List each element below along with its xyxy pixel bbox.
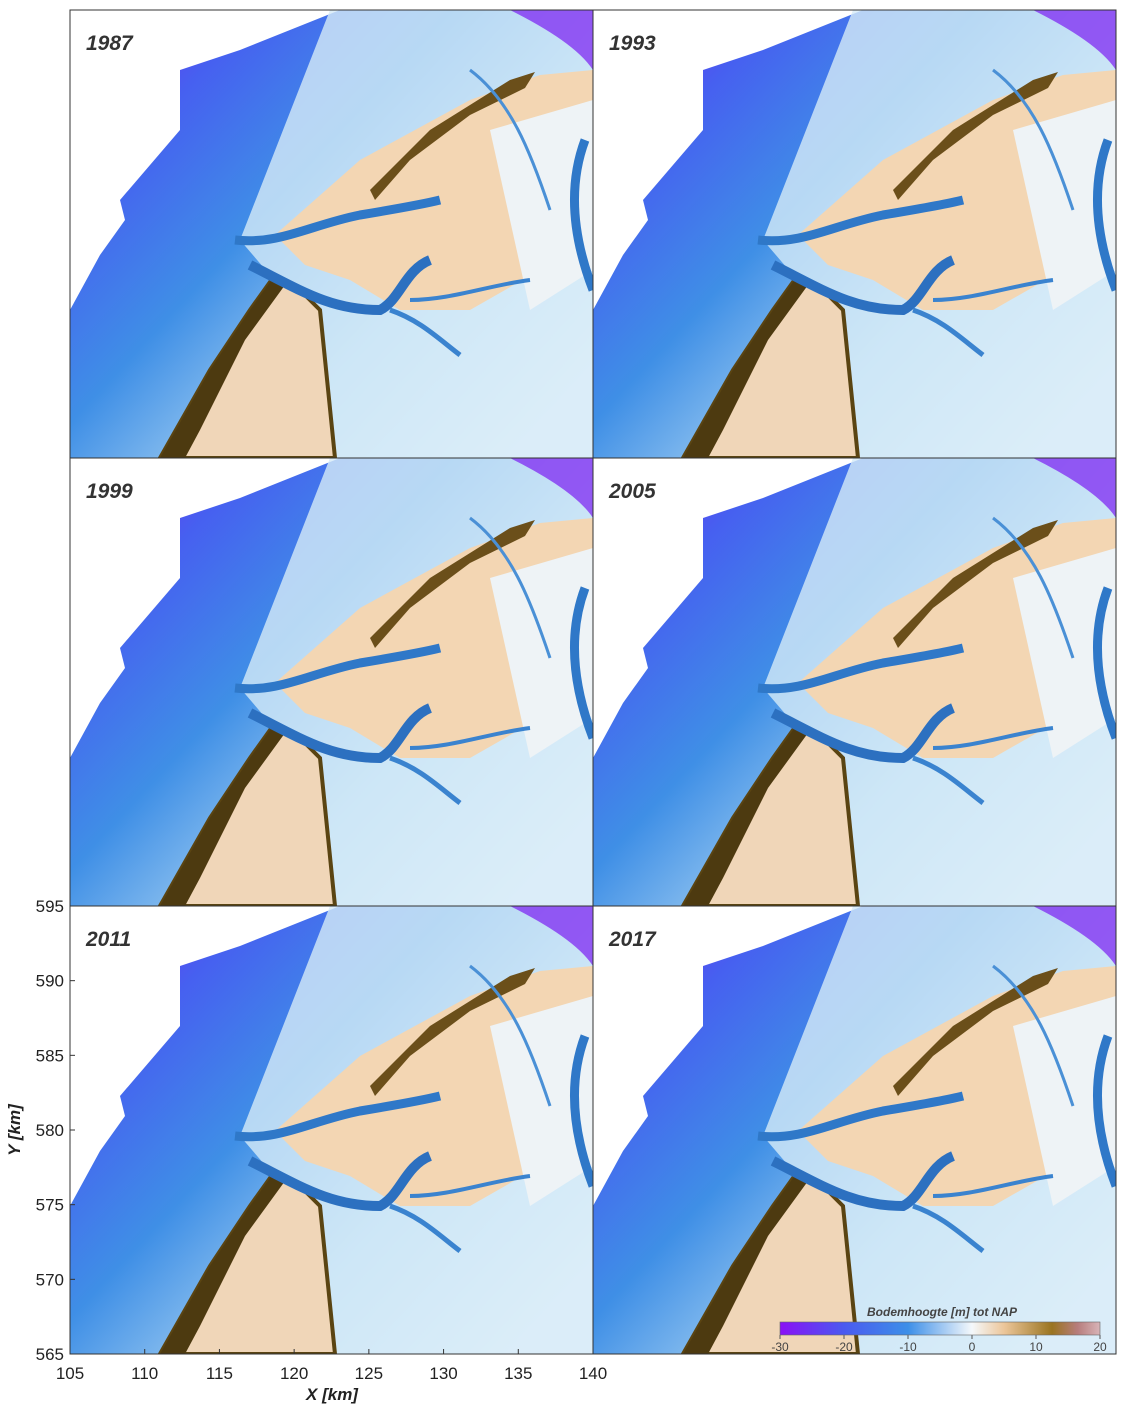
y-tick-label: 595 xyxy=(36,897,64,916)
panel-year: 2017 xyxy=(608,928,657,951)
panel-year: 2011 xyxy=(85,928,131,951)
colorbar xyxy=(779,1321,1101,1336)
map-panel: 2005 xyxy=(593,458,1116,906)
map-panel: 1999 xyxy=(70,458,593,906)
panel-year: 2005 xyxy=(608,480,656,503)
map-panel: 2017 xyxy=(593,906,1116,1354)
x-tick-label: 130 xyxy=(429,1364,457,1383)
panel-year: 1999 xyxy=(86,480,133,503)
x-tick-label: 140 xyxy=(579,1364,607,1383)
panel-frame xyxy=(592,905,1117,1355)
bathymetry xyxy=(593,906,1116,1354)
bathymetry xyxy=(70,458,593,906)
y-tick-label: 580 xyxy=(36,1121,64,1140)
colorbar-tick-label: 10 xyxy=(1029,1340,1043,1354)
panels: 1987 1993 1999 2005 2011 2017 xyxy=(70,10,1116,1354)
y-tick-label: 575 xyxy=(36,1196,64,1215)
x-tick-label: 135 xyxy=(504,1364,532,1383)
colorbar-tick-label: -20 xyxy=(835,1340,853,1354)
colorbar-title: Bodemhoogte [m] tot NAP xyxy=(867,1305,1018,1319)
colorbar-tick-label: -10 xyxy=(899,1340,917,1354)
x-axis-label: X [km] xyxy=(305,1385,359,1404)
panel-year: 1993 xyxy=(609,32,656,55)
x-tick-label: 115 xyxy=(206,1364,233,1383)
panel-year: 1987 xyxy=(86,32,134,55)
y-axis-label: Y [km] xyxy=(5,1103,24,1156)
bathymetry xyxy=(593,10,1116,458)
axes: 105 110 115 120 125 130 135 140 565 570 575 580 585 5… xyxy=(36,897,1107,1383)
map-panel: 2011 xyxy=(70,906,593,1354)
map-panel: 1993 xyxy=(593,10,1116,458)
x-tick-label: 125 xyxy=(355,1364,383,1383)
map-panel: 1987 xyxy=(70,10,593,458)
bathymetry xyxy=(70,906,593,1354)
bathymetry xyxy=(70,10,593,458)
colorbar-tick-label: 20 xyxy=(1093,1340,1107,1354)
x-tick-label: 105 xyxy=(56,1364,84,1383)
x-tick-label: 110 xyxy=(131,1364,158,1383)
y-tick-label: 590 xyxy=(36,972,64,991)
bathymetry xyxy=(593,458,1116,906)
y-tick-label: 570 xyxy=(36,1270,64,1289)
x-tick-label: 120 xyxy=(280,1364,308,1383)
y-tick-label: 585 xyxy=(36,1046,64,1065)
y-tick-label: 565 xyxy=(36,1345,64,1364)
colorbar-tick-label: 0 xyxy=(969,1340,976,1354)
colorbar-tick-label: -30 xyxy=(771,1340,789,1354)
